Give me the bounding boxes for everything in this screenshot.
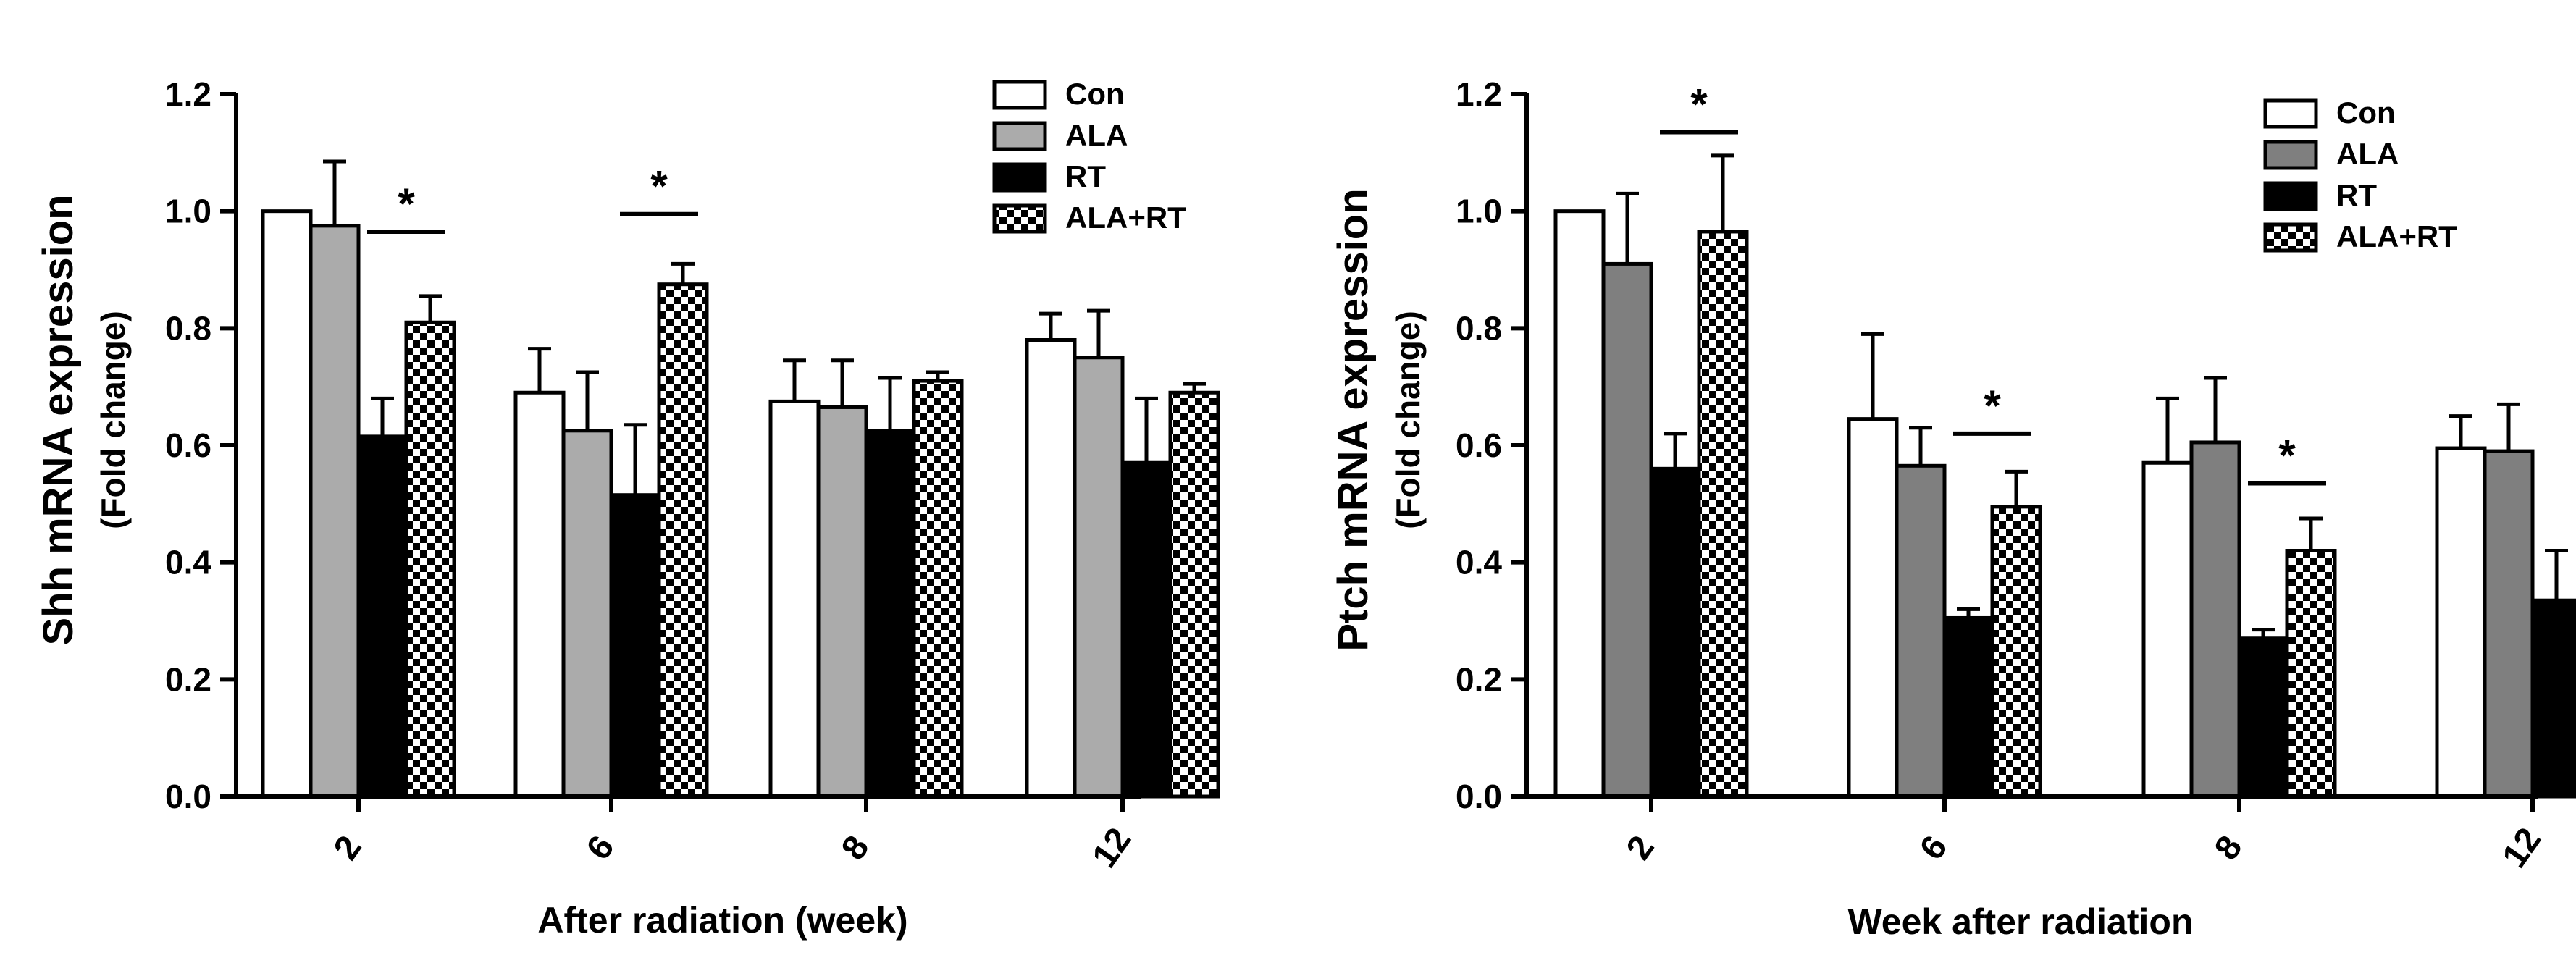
x-tick-label: 6 <box>579 829 622 867</box>
shh-chart: Shh mRNA expression (Fold change) After … <box>35 75 1220 941</box>
y-tick-label: 0.0 <box>1456 778 1502 815</box>
x-tick-label: 8 <box>834 829 877 867</box>
bar <box>912 379 964 799</box>
legend-label: Con <box>2336 96 2396 130</box>
bar <box>816 405 868 799</box>
significance-star: * <box>650 162 668 211</box>
plot-area: 0.0 0.2 0.4 0.6 0.8 1.0 1.2 2 6 8 12 * * <box>165 75 1220 875</box>
x-tick-label: 12 <box>1085 821 1138 875</box>
bar <box>1073 356 1125 799</box>
y-tick-label: 0.8 <box>1456 309 1502 347</box>
y-tick-label: 0.6 <box>165 426 211 464</box>
y-tick-label: 1.0 <box>165 193 211 230</box>
y-tick-label: 0.8 <box>165 309 211 347</box>
bar <box>2285 549 2337 799</box>
x-tick-label: 2 <box>327 829 369 867</box>
bar <box>2189 440 2241 799</box>
legend-label: ALA+RT <box>2336 219 2457 253</box>
bar <box>2141 460 2194 799</box>
x-axis-title: Week after radiation <box>1847 901 2193 942</box>
bar <box>864 429 916 799</box>
plot-area: 0.0 0.2 0.4 0.6 0.8 1.0 1.2 2 6 8 12 * * * <box>1456 75 2576 875</box>
legend-swatch <box>2263 222 2318 253</box>
legend-swatch <box>992 121 1047 151</box>
legend-swatch <box>992 80 1047 110</box>
y-tick-label: 1.2 <box>1456 75 1502 113</box>
legend-label: Con <box>1065 77 1125 111</box>
legend-swatch <box>2263 140 2318 170</box>
legend-label: ALA <box>2336 137 2399 171</box>
x-axis-title: After radiation (week) <box>537 900 907 941</box>
y-axis-subtitle: (Fold change) <box>94 311 132 529</box>
y-axis-subtitle: (Fold change) <box>1389 311 1427 529</box>
bar <box>1168 390 1220 799</box>
bar <box>1553 209 1606 799</box>
significance-star: * <box>2278 432 2296 480</box>
bar <box>1895 463 1947 799</box>
bar <box>2435 446 2487 799</box>
legend-swatch <box>2263 181 2318 211</box>
legend-label: ALA+RT <box>1065 201 1186 235</box>
legend-label: RT <box>1065 159 1106 193</box>
bar <box>2530 598 2576 799</box>
significance-star: * <box>1690 80 1708 129</box>
y-tick-label: 0.4 <box>1456 544 1502 581</box>
bar <box>1120 460 1172 799</box>
y-axis-title: Shh mRNA expression <box>35 194 82 645</box>
bar <box>261 209 313 799</box>
y-tick-label: 0.2 <box>1456 660 1502 698</box>
legend-swatch <box>992 162 1047 193</box>
significance-star: * <box>398 180 415 228</box>
x-tick-label: 2 <box>1619 829 1662 867</box>
bar <box>1942 615 1994 799</box>
significance-star: * <box>1984 382 2001 430</box>
y-tick-label: 1.2 <box>165 75 211 113</box>
legend: Con ALA RT ALA+RT <box>2263 96 2457 253</box>
ptch-chart: Ptch mRNA expression (Fold change) Week … <box>1330 75 2576 942</box>
bar <box>768 399 821 799</box>
bar <box>1601 261 1653 799</box>
bar <box>356 434 408 799</box>
legend-swatch <box>992 203 1047 234</box>
y-tick-label: 1.0 <box>1456 193 1502 230</box>
bar <box>1847 417 1899 799</box>
bar <box>2237 636 2289 799</box>
bar <box>2483 449 2535 799</box>
y-tick-label: 0.4 <box>165 544 211 581</box>
y-tick-label: 0.2 <box>165 660 211 698</box>
bar <box>404 320 456 799</box>
x-tick-label: 6 <box>1913 829 1955 867</box>
bar <box>309 224 361 799</box>
bar <box>1697 230 1749 799</box>
y-axis-title: Ptch mRNA expression <box>1330 188 1377 651</box>
y-tick-label: 0.6 <box>1456 426 1502 464</box>
legend-label: ALA <box>1065 118 1128 152</box>
legend-label: RT <box>2336 178 2377 212</box>
x-tick-label: 8 <box>2207 829 2250 867</box>
bar <box>561 429 613 799</box>
bar <box>657 282 709 799</box>
bar <box>1990 505 2042 799</box>
bar <box>513 390 566 799</box>
bar <box>1649 466 1701 799</box>
bar <box>1025 338 1077 799</box>
legend: Con ALA RT ALA+RT <box>992 77 1186 235</box>
bar <box>609 493 661 799</box>
y-tick-label: 0.0 <box>165 778 211 815</box>
x-tick-label: 12 <box>2495 821 2548 875</box>
legend-swatch <box>2263 98 2318 129</box>
